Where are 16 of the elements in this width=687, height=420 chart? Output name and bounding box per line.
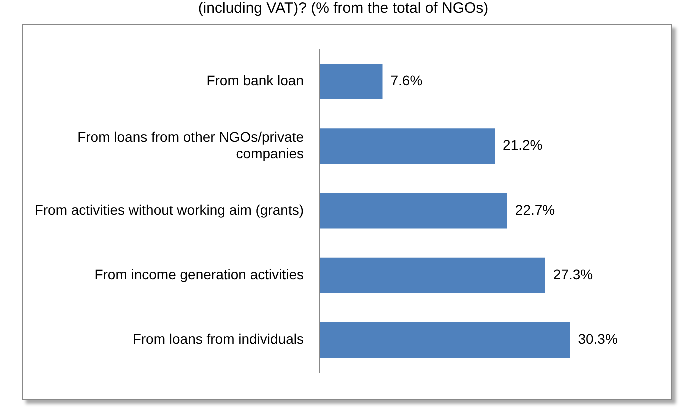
data-label: 21.2%	[503, 137, 543, 154]
data-label: 27.3%	[553, 266, 594, 282]
bar	[320, 193, 508, 229]
y-tick-label: From activities without working aim (grants)	[34, 202, 304, 218]
bar	[320, 322, 570, 358]
bar	[320, 64, 383, 100]
y-tick-label: From loans from individuals	[132, 331, 304, 348]
data-label: 30.3%	[578, 331, 618, 348]
data-label: 7.6%	[390, 72, 423, 89]
y-tick-label: From income generation activities	[94, 266, 304, 282]
bar	[320, 258, 546, 294]
y-tick-label: From loans from other NGOs/private companies	[78, 128, 304, 162]
y-tick-label: From bank loan	[206, 72, 304, 89]
chart-title: (including VAT)? (% from the total of NGOs)	[197, 0, 490, 17]
data-label: 22.7%	[515, 202, 556, 218]
bar	[320, 128, 496, 164]
